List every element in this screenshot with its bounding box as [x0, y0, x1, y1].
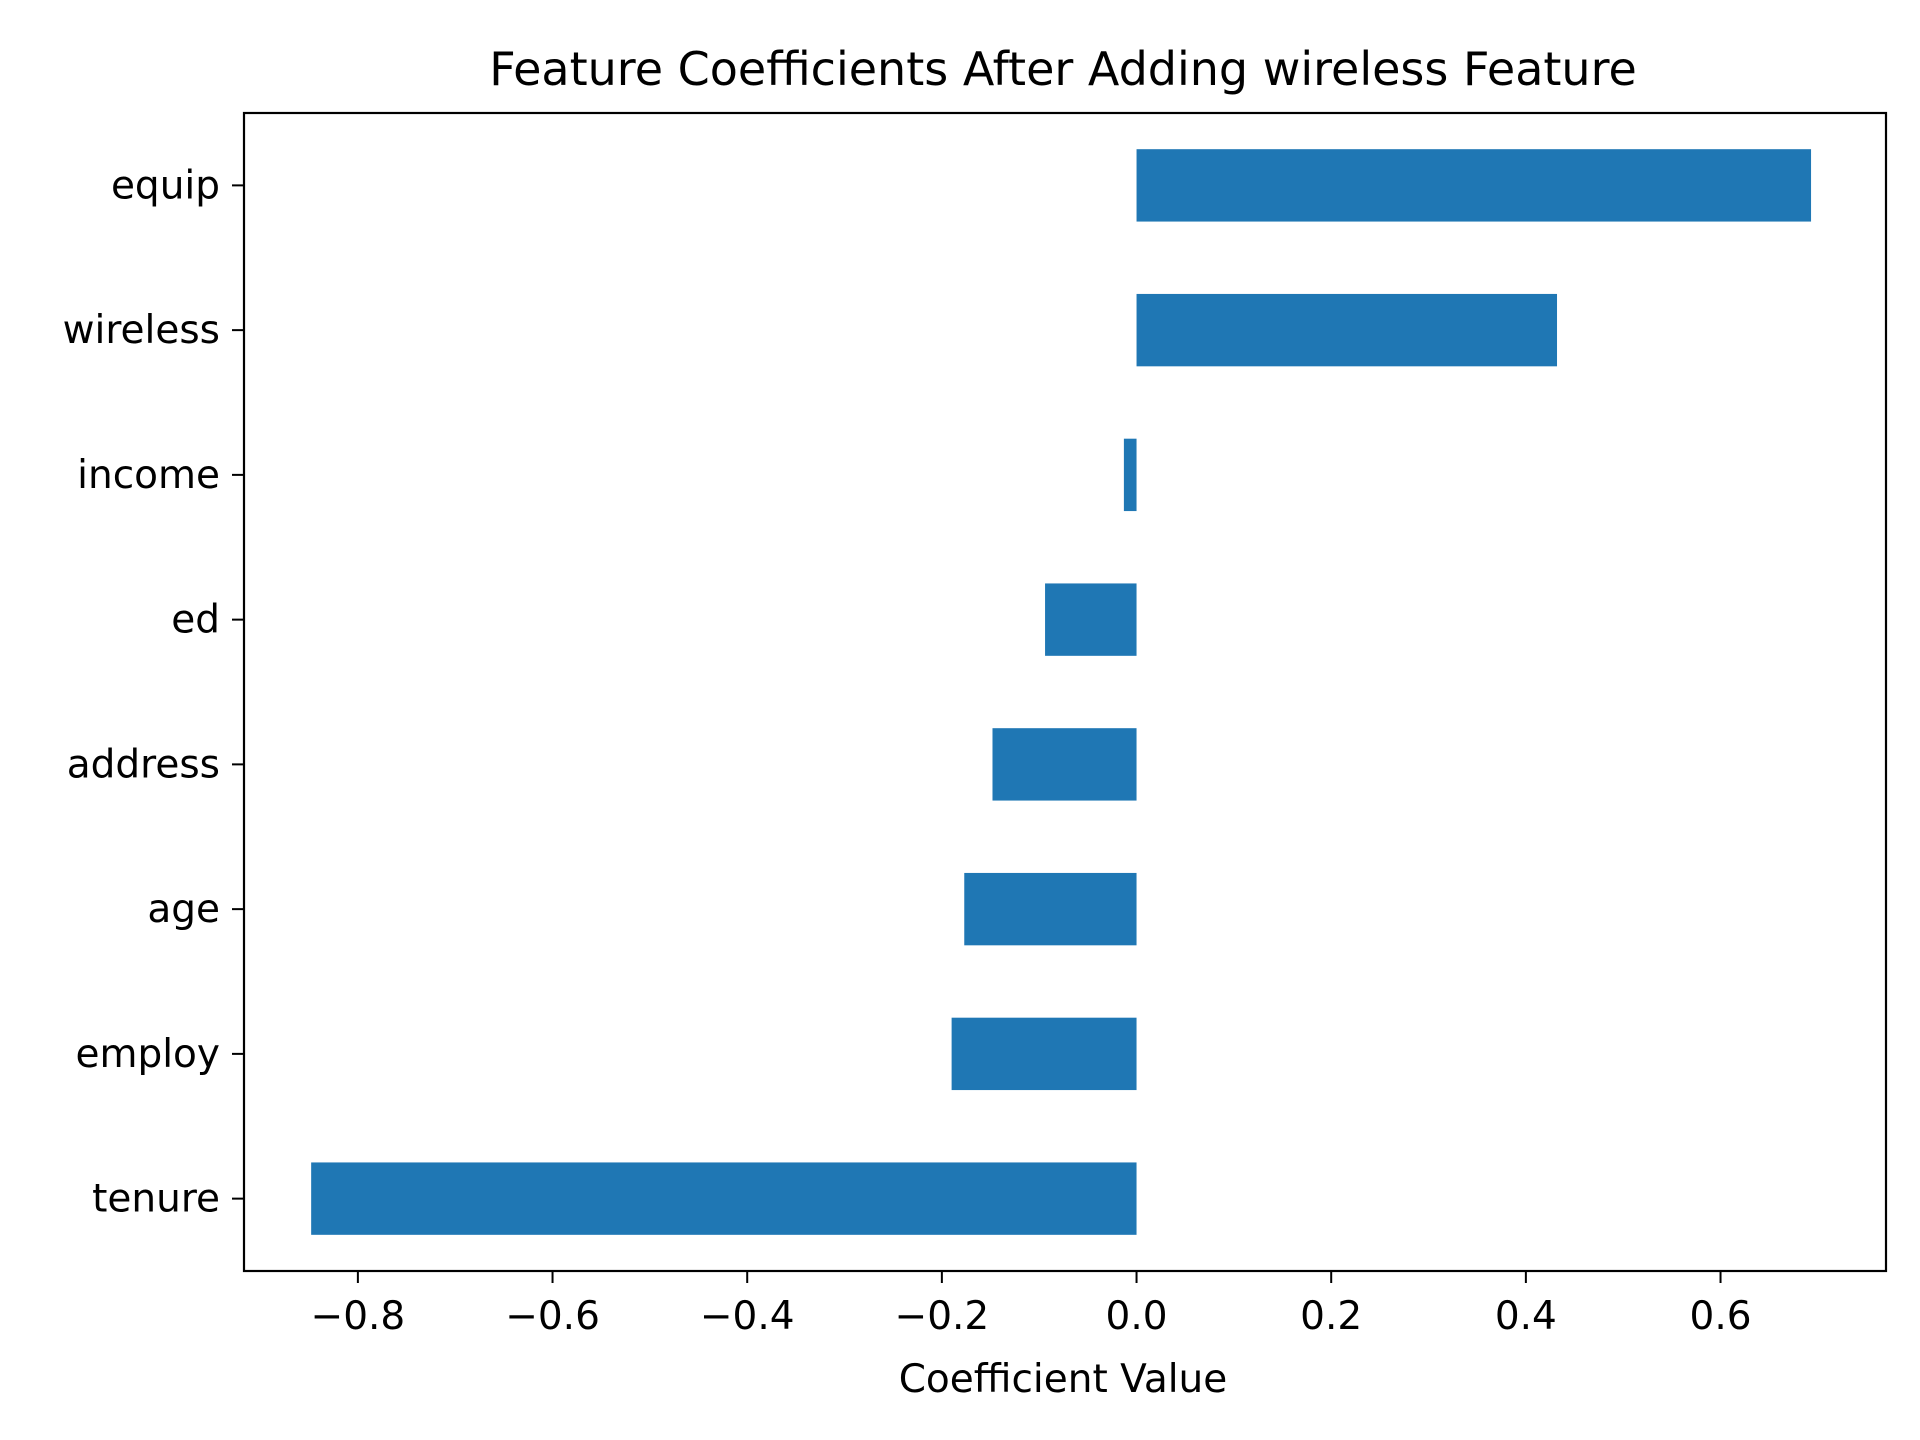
- y-tick-label-income: income: [77, 453, 220, 498]
- bar-ed: [1045, 583, 1137, 656]
- bar-wireless: [1136, 293, 1558, 367]
- x-axis-label: Coefficient Value: [899, 1357, 1228, 1402]
- x-tick-label: 0.0: [1106, 1294, 1168, 1339]
- bar-age: [964, 872, 1137, 946]
- y-tick-label-wireless: wireless: [63, 308, 220, 353]
- bar-address: [992, 728, 1137, 801]
- y-axis-ticks: equip wireless income ed address age employ ten…: [63, 163, 244, 1222]
- bar-tenure: [311, 1162, 1137, 1235]
- x-tick-label: −0.2: [895, 1294, 990, 1339]
- plot-frame: [242, 111, 1888, 1273]
- y-tick-label-ed: ed: [171, 598, 220, 643]
- x-tick-label: −0.6: [505, 1294, 600, 1339]
- x-tick-label: −0.8: [311, 1294, 406, 1339]
- y-tick-label-tenure: tenure: [92, 1177, 220, 1222]
- x-axis-ticks: −0.8 −0.6 −0.4 −0.2 0.0 0.2 0.4 0.6: [311, 1271, 1752, 1339]
- bar-income: [1123, 438, 1137, 512]
- x-tick-label: 0.6: [1690, 1294, 1752, 1339]
- bars-layer: [311, 149, 1812, 1235]
- y-tick-label-age: age: [147, 887, 220, 932]
- chart-title: Feature Coefficients After Adding wirele…: [489, 42, 1637, 96]
- y-tick-label-employ: employ: [75, 1032, 220, 1077]
- x-tick-label: −0.4: [700, 1294, 795, 1339]
- bar-equip: [1136, 149, 1812, 222]
- bar-employ: [951, 1017, 1137, 1091]
- y-tick-label-address: address: [67, 742, 220, 787]
- y-tick-label-equip: equip: [111, 163, 220, 208]
- x-tick-label: 0.2: [1300, 1294, 1362, 1339]
- x-tick-label: 0.4: [1495, 1294, 1557, 1339]
